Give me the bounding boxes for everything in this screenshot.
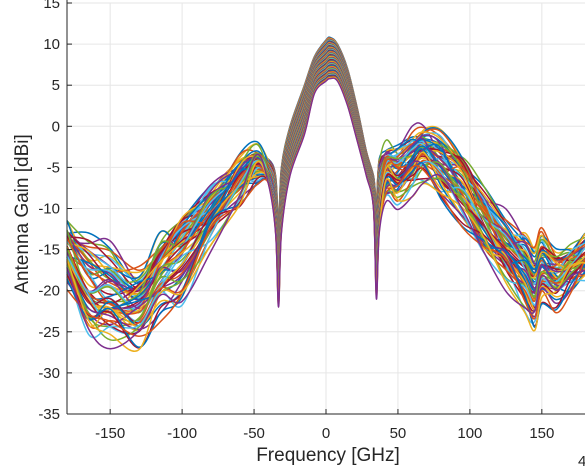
- x-tick-label: 50: [390, 425, 407, 442]
- corner-text: 4: [578, 453, 585, 470]
- x-axis-label: Frequency [GHz]: [256, 445, 400, 466]
- axes: [66, 0, 585, 415]
- x-tick-label: 100: [457, 425, 482, 442]
- x-tick-label: 0: [322, 425, 330, 442]
- y-tick-label: -15: [38, 242, 60, 259]
- y-tick-label: -25: [38, 324, 60, 341]
- x-tick-label: -100: [167, 425, 197, 442]
- y-tick-label: 0: [52, 118, 60, 135]
- series-lines: [66, 36, 585, 352]
- y-tick-label: 15: [43, 0, 60, 12]
- y-tick-label: -20: [38, 283, 60, 300]
- y-tick-label: 5: [52, 77, 60, 94]
- series-line: [66, 77, 585, 350]
- y-tick-label: -5: [47, 159, 60, 176]
- x-tick-labels: -150 -100 -50 0 50 100 150: [95, 425, 554, 442]
- y-axis-label: Antenna Gain [dBi]: [12, 134, 33, 294]
- y-tick-label: -35: [38, 406, 60, 423]
- y-tick-label: -10: [38, 201, 60, 218]
- y-tick-label: 10: [43, 36, 60, 53]
- x-tick-label: 150: [529, 425, 554, 442]
- y-tick-label: -30: [38, 365, 60, 382]
- x-tick-label: -50: [243, 425, 265, 442]
- x-tick-label: -150: [95, 425, 125, 442]
- y-tick-labels: -35 -30 -25 -20 -15 -10 -5 0 5 10 15: [38, 0, 60, 423]
